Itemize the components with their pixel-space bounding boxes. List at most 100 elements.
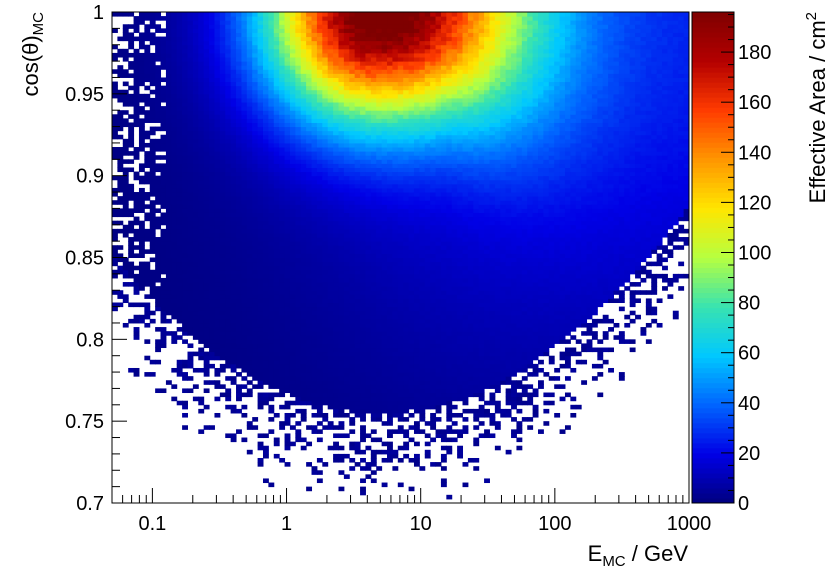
heatmap-cell <box>349 114 356 119</box>
heatmap-cell <box>246 81 253 87</box>
heatmap-cell <box>273 102 280 107</box>
heatmap-cell <box>343 134 350 140</box>
heatmap-cell <box>187 159 194 164</box>
heatmap-cell <box>306 277 313 283</box>
heatmap-cell <box>144 306 151 312</box>
heatmap-cells <box>112 12 690 500</box>
heatmap-cell <box>343 359 350 365</box>
heatmap-cell <box>311 196 318 201</box>
heatmap-cell <box>408 286 415 291</box>
heatmap-cell <box>408 134 415 140</box>
heatmap-cell <box>284 85 291 91</box>
heatmap-cell <box>338 151 345 156</box>
heatmap-cell <box>279 57 286 62</box>
heatmap-cell <box>214 97 221 103</box>
heatmap-cell <box>295 228 302 234</box>
heatmap-cell <box>198 237 205 242</box>
heatmap-cell <box>138 187 145 193</box>
heatmap-cell <box>284 110 291 115</box>
heatmap-cell <box>354 85 361 91</box>
heatmap-cell <box>268 351 275 357</box>
heatmap-cell <box>306 24 313 29</box>
heatmap-cell <box>176 282 183 287</box>
heatmap-cell <box>273 130 280 136</box>
heatmap-cell <box>376 273 383 279</box>
heatmap-cell <box>311 171 318 177</box>
heatmap-cell <box>387 89 393 95</box>
heatmap-cell <box>209 327 215 332</box>
heatmap-cell <box>236 408 242 414</box>
heatmap-cell <box>257 163 264 168</box>
heatmap-cell <box>160 85 167 91</box>
heatmap-cell <box>354 167 361 173</box>
heatmap-cell <box>360 159 366 164</box>
heatmap-cell <box>333 282 339 287</box>
heatmap-cell <box>333 175 339 181</box>
heatmap-cell <box>408 318 415 324</box>
heatmap-cell <box>289 355 296 361</box>
heatmap-cell <box>192 167 199 173</box>
heatmap-cell <box>311 118 318 123</box>
heatmap-cell <box>316 363 323 369</box>
heatmap-cell <box>300 110 307 115</box>
heatmap-cell <box>327 314 334 320</box>
heatmap-cell <box>176 212 183 218</box>
heatmap-cell <box>176 69 183 74</box>
heatmap-cell <box>327 163 334 168</box>
heatmap-cell <box>370 20 377 25</box>
heatmap-cell <box>343 228 350 234</box>
heatmap-cell <box>397 151 404 156</box>
heatmap-cell <box>354 290 361 295</box>
heatmap-cell <box>376 163 383 168</box>
heatmap-cell <box>311 52 318 58</box>
heatmap-cell <box>370 241 377 246</box>
heatmap-cell <box>165 114 172 119</box>
heatmap-cell <box>171 232 178 238</box>
heatmap-cell <box>316 298 323 304</box>
heatmap-cell <box>133 102 140 107</box>
heatmap-cell <box>306 134 313 140</box>
heatmap-cell <box>203 36 210 42</box>
heatmap-cell <box>311 466 318 471</box>
heatmap-cell <box>376 318 383 324</box>
heatmap-cell <box>354 93 361 99</box>
heatmap-cell <box>262 261 269 267</box>
heatmap-cell <box>403 159 410 164</box>
heatmap-cell <box>246 32 253 38</box>
heatmap-cell <box>316 339 323 344</box>
heatmap-cell <box>365 343 372 349</box>
heatmap-cell <box>149 167 156 173</box>
heatmap-cell <box>203 167 210 173</box>
heatmap-cell <box>300 52 307 58</box>
heatmap-cell <box>225 347 232 353</box>
heatmap-cell <box>192 106 199 111</box>
heatmap-cell <box>160 339 167 344</box>
heatmap-cell <box>236 257 242 263</box>
heatmap-cell <box>381 106 388 111</box>
heatmap-cell <box>392 110 399 115</box>
heatmap-cell <box>165 85 172 91</box>
heatmap-cell <box>225 224 232 230</box>
heatmap-cell <box>365 392 372 398</box>
heatmap-cell <box>322 392 329 398</box>
heatmap-cell <box>187 322 194 328</box>
heatmap-cell <box>397 220 404 226</box>
heatmap-cell <box>360 322 366 328</box>
heatmap-cell <box>209 269 215 275</box>
heatmap-cell <box>376 388 383 394</box>
heatmap-cell <box>306 363 313 369</box>
heatmap-cell <box>327 155 334 160</box>
heatmap-cell <box>343 245 350 250</box>
heatmap-cell <box>381 204 388 209</box>
heatmap-cell <box>171 65 178 70</box>
heatmap-cell <box>360 118 366 123</box>
heatmap-cell <box>327 192 334 197</box>
heatmap-cell <box>365 20 372 25</box>
heatmap-cell <box>246 265 253 271</box>
heatmap-cell <box>327 277 334 283</box>
heatmap-cell <box>171 237 178 242</box>
heatmap-cell <box>392 265 399 271</box>
heatmap-cell <box>279 167 286 173</box>
heatmap-cell <box>360 106 366 111</box>
heatmap-cell <box>246 310 253 316</box>
